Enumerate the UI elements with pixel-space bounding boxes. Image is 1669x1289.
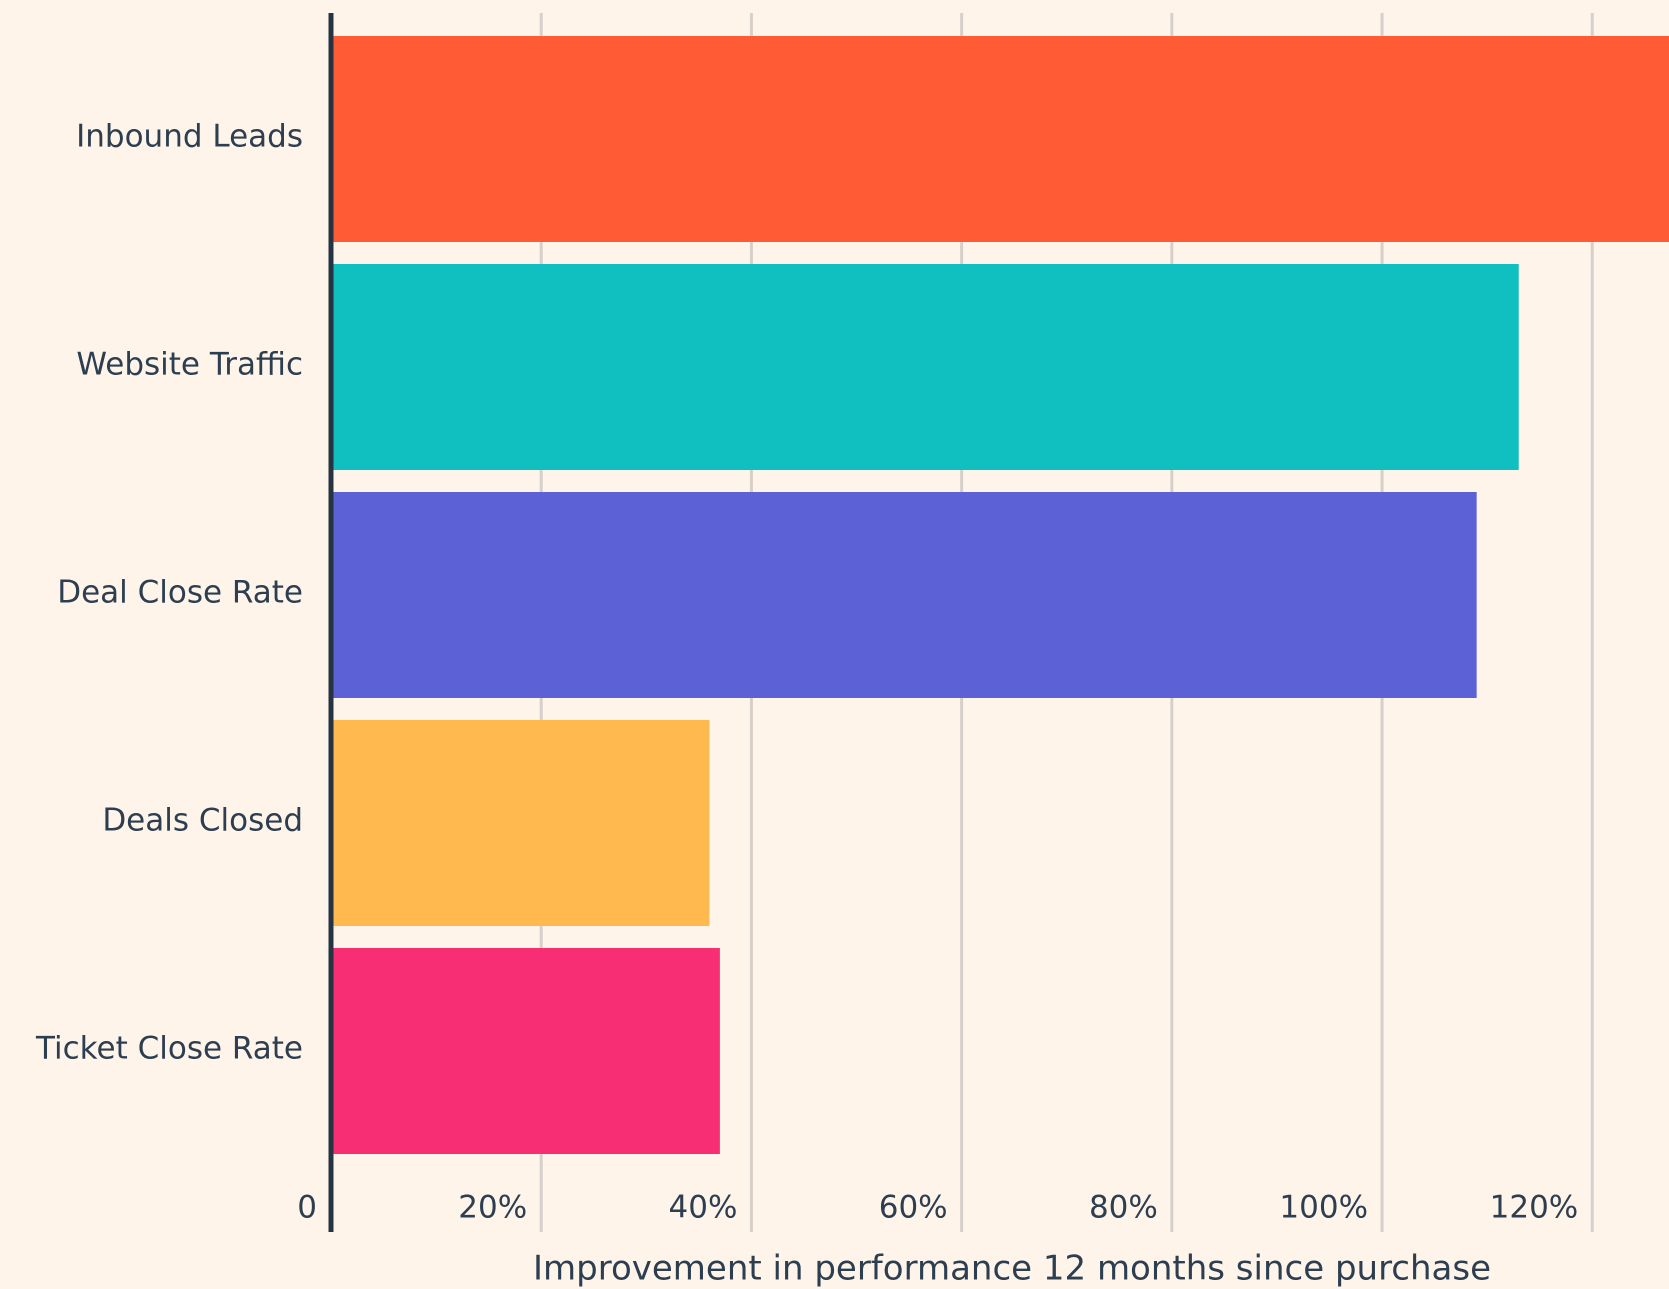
x-tick-label: 40% bbox=[669, 1190, 738, 1226]
x-tick-label: 60% bbox=[879, 1190, 948, 1226]
bar bbox=[331, 720, 710, 926]
x-axis-label: Improvement in performance 12 months sin… bbox=[533, 1249, 1491, 1289]
x-tick-label: 0 bbox=[297, 1190, 317, 1226]
x-tick-label: 120% bbox=[1490, 1190, 1579, 1226]
y-tick-label: Deals Closed bbox=[102, 803, 303, 839]
y-tick-label: Inbound Leads bbox=[76, 119, 303, 155]
bar bbox=[331, 948, 720, 1154]
x-tick-label: 20% bbox=[458, 1190, 527, 1226]
bar bbox=[331, 492, 1477, 698]
bar bbox=[331, 264, 1519, 470]
y-tick-label: Ticket Close Rate bbox=[35, 1031, 303, 1067]
x-tick-label: 80% bbox=[1089, 1190, 1158, 1226]
x-tick-label: 100% bbox=[1279, 1190, 1368, 1226]
y-tick-label: Website Traffic bbox=[76, 347, 303, 383]
bar bbox=[331, 36, 1669, 242]
y-tick-label: Deal Close Rate bbox=[57, 575, 303, 611]
